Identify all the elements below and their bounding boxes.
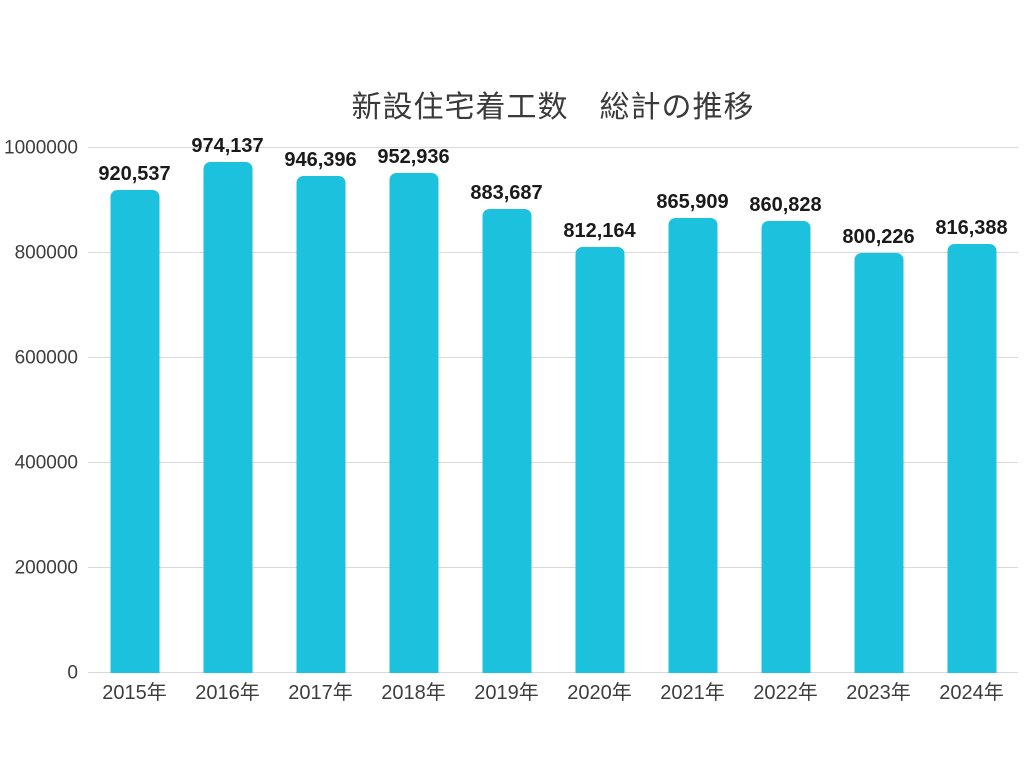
gridline: [88, 672, 1018, 673]
bar-value-label: 865,909: [656, 191, 729, 214]
bar-group: 952,936 2018年: [367, 145, 460, 703]
bar: [110, 189, 159, 673]
bar-group: 860,828 2022年: [739, 148, 832, 703]
x-axis-label: 2022年: [753, 682, 818, 704]
bar-group: 946,396 2017年: [274, 148, 367, 703]
bar-group: 920,537 2015年: [88, 148, 181, 703]
x-axis-label: 2023年: [846, 682, 911, 704]
y-axis: 0 200000 400000 600000 800000 1000000: [4, 139, 1018, 683]
gridline: [88, 252, 1018, 253]
gridlines: [88, 147, 1018, 673]
bar: [482, 209, 531, 673]
gridline: [88, 357, 1018, 358]
bar: [761, 221, 810, 673]
y-tick-label: 0: [67, 662, 78, 684]
x-axis-label: 2017年: [288, 682, 353, 704]
x-axis-label: 2016年: [195, 682, 260, 704]
bar-value-label: 920,537: [98, 162, 171, 185]
gridline: [88, 462, 1018, 463]
x-axis-label: 2020年: [567, 682, 632, 704]
chart-title: 新設住宅着工数 総計の推移: [351, 91, 755, 124]
y-tick-label: 600000: [14, 347, 78, 369]
bar: [668, 218, 717, 673]
plot-area: 0 200000 400000 600000 800000 1000000 920,537…: [4, 136, 1018, 703]
x-axis-label: 2015年: [102, 682, 167, 704]
bar: [854, 252, 903, 673]
bar-value-label: 816,388: [935, 217, 1008, 240]
y-tick-label: 200000: [14, 557, 78, 579]
y-tick-label: 400000: [14, 452, 78, 474]
x-axis-label: 2018年: [381, 682, 446, 704]
bar: [203, 161, 252, 673]
x-axis-label: 2019年: [474, 682, 539, 704]
bar-group: 865,909 2021年: [646, 148, 739, 703]
bar-value-label: 952,936: [377, 145, 450, 168]
bar-value-label: 946,396: [284, 149, 357, 172]
y-tick-label: 800000: [14, 242, 78, 264]
bar-group: 812,164 2020年: [553, 148, 646, 703]
bar-value-label: 883,687: [470, 182, 543, 205]
bar-value-label: 974,137: [191, 134, 264, 157]
bar-group: 883,687 2019年: [460, 148, 553, 703]
bar-value-label: 860,828: [749, 194, 822, 217]
bar-value-label: 812,164: [563, 219, 636, 242]
bar-group: 974,137 2016年: [181, 136, 274, 703]
bar-value-label: 800,226: [842, 225, 915, 248]
x-axis-label: 2024年: [939, 682, 1004, 704]
gridline: [88, 147, 1018, 148]
bar: [947, 244, 996, 673]
bar-group: 816,388 2024年: [925, 148, 1018, 703]
bar: [575, 246, 624, 673]
gridline: [88, 567, 1018, 568]
bar: [389, 172, 438, 673]
bar-series: 920,537 2015年 974,137 2016年 946,396 2017…: [88, 136, 1018, 703]
y-tick-label: 1000000: [4, 137, 78, 159]
x-axis-label: 2021年: [660, 682, 725, 704]
bar-group: 800,226 2023年: [832, 148, 925, 703]
bar: [296, 176, 345, 673]
